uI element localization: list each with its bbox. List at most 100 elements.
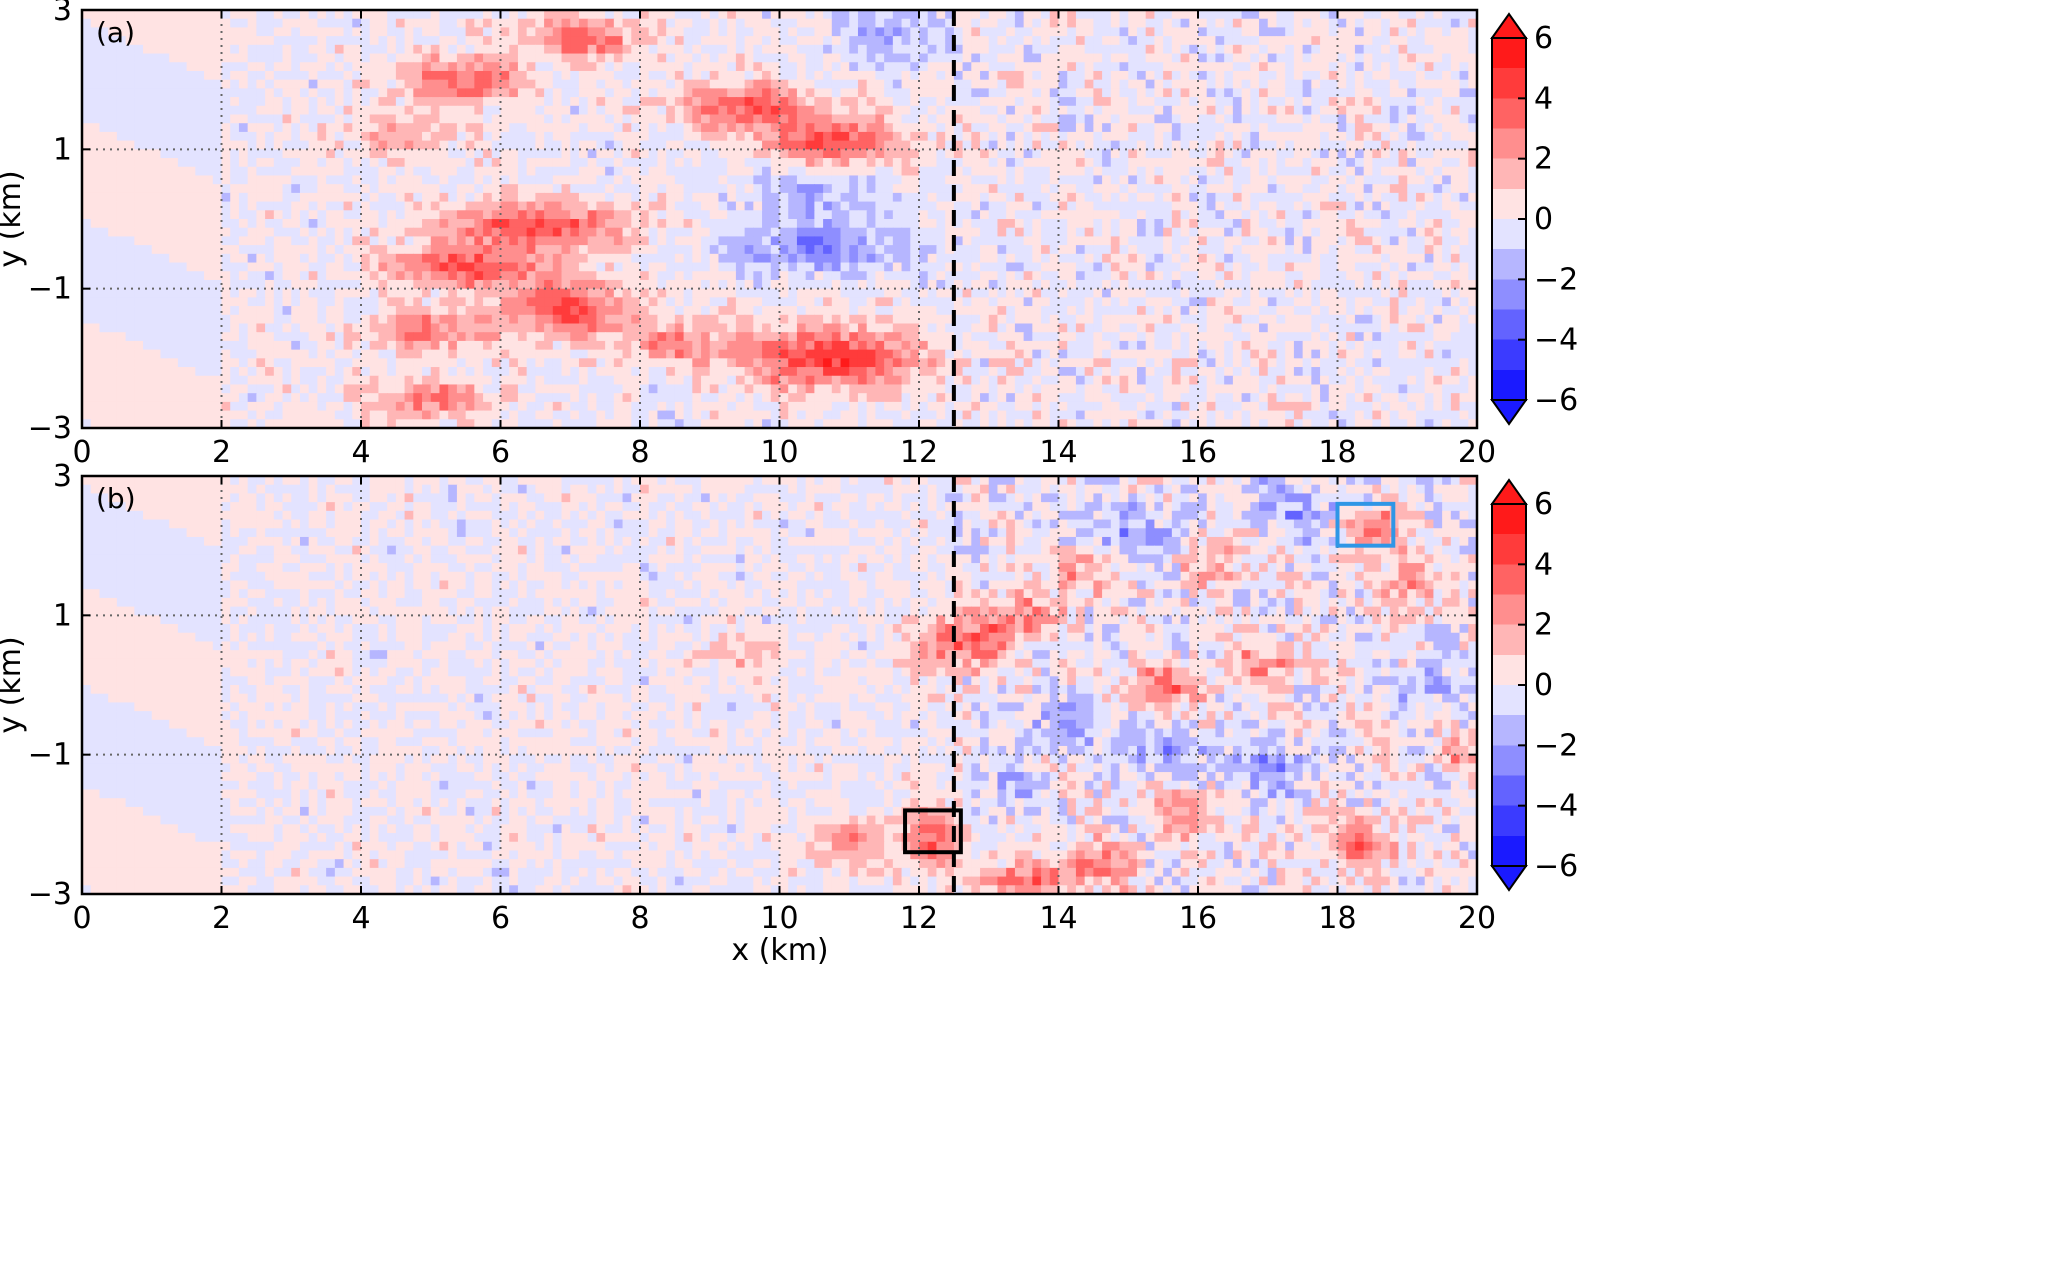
field-cell bbox=[90, 131, 101, 142]
field-cell bbox=[875, 105, 885, 116]
field-cell bbox=[134, 123, 144, 133]
field-cell bbox=[1206, 88, 1217, 98]
field-cell bbox=[884, 262, 894, 272]
field-cell bbox=[1163, 97, 1173, 107]
field-cell bbox=[1398, 105, 1408, 116]
field-cell bbox=[1128, 149, 1138, 159]
field-cell bbox=[1259, 262, 1269, 272]
field-cell bbox=[631, 79, 641, 89]
field-cell bbox=[744, 149, 754, 159]
field-cell bbox=[448, 271, 458, 281]
field-cell bbox=[640, 44, 650, 55]
field-cell bbox=[1285, 97, 1295, 107]
field-cell bbox=[265, 36, 275, 46]
field-cell bbox=[212, 210, 223, 220]
field-cell bbox=[1363, 105, 1373, 116]
field-cell bbox=[997, 123, 1007, 133]
field-cell bbox=[1075, 27, 1086, 37]
field-cell bbox=[334, 166, 345, 177]
field-cell bbox=[892, 140, 903, 150]
field-cell bbox=[230, 227, 240, 238]
field-cell bbox=[762, 36, 772, 46]
field-cell bbox=[291, 70, 301, 81]
field-cell bbox=[823, 131, 833, 142]
field-cell bbox=[326, 210, 336, 220]
field-cell bbox=[857, 97, 868, 107]
field-cell bbox=[212, 18, 223, 29]
field-cell bbox=[535, 192, 545, 203]
field-cell bbox=[631, 88, 641, 98]
field-cell bbox=[125, 184, 135, 194]
field-cell bbox=[317, 166, 327, 177]
field-cell bbox=[849, 253, 859, 264]
field-cell bbox=[238, 236, 249, 246]
field-cell bbox=[971, 131, 981, 142]
field-cell bbox=[945, 184, 955, 194]
field-cell bbox=[1110, 149, 1121, 159]
field-cell bbox=[1276, 262, 1286, 272]
field-cell bbox=[151, 18, 162, 29]
field-cell bbox=[587, 79, 598, 89]
field-cell bbox=[413, 227, 423, 238]
field-cell bbox=[1407, 271, 1417, 281]
field-cell bbox=[875, 271, 885, 281]
field-cell bbox=[1084, 210, 1094, 220]
field-cell bbox=[1215, 271, 1225, 281]
field-cell bbox=[814, 192, 824, 203]
field-cell bbox=[169, 262, 179, 272]
field-cell bbox=[282, 253, 292, 264]
field-cell bbox=[910, 44, 920, 55]
field-cell bbox=[735, 236, 746, 246]
field-cell bbox=[1267, 192, 1278, 203]
field-cell bbox=[448, 10, 458, 20]
field-cell bbox=[962, 219, 972, 229]
field-cell bbox=[1415, 158, 1426, 168]
field-cell bbox=[456, 131, 467, 142]
field-cell bbox=[910, 97, 920, 107]
field-cell bbox=[1189, 219, 1199, 229]
field-cell bbox=[823, 262, 833, 272]
field-cell bbox=[1006, 62, 1016, 72]
field-cell bbox=[1232, 114, 1243, 124]
field-cell bbox=[735, 227, 746, 238]
field-cell bbox=[343, 201, 353, 211]
field-cell bbox=[500, 166, 510, 177]
field-cell bbox=[238, 88, 249, 98]
field-cell bbox=[709, 44, 720, 55]
field-cell bbox=[247, 236, 257, 246]
field-cell bbox=[945, 123, 955, 133]
field-cell bbox=[212, 279, 223, 290]
field-cell bbox=[640, 79, 650, 89]
field-cell bbox=[866, 36, 877, 46]
field-cell bbox=[1163, 10, 1173, 20]
field-cell bbox=[735, 158, 746, 168]
field-cell bbox=[334, 53, 345, 63]
field-cell bbox=[1442, 192, 1452, 203]
field-cell bbox=[927, 18, 938, 29]
field-cell bbox=[1363, 245, 1373, 255]
field-cell bbox=[1163, 44, 1173, 55]
field-cell bbox=[1407, 18, 1417, 29]
field-cell bbox=[1450, 253, 1461, 264]
field-cell bbox=[256, 210, 266, 220]
field-cell bbox=[884, 62, 894, 72]
field-cell bbox=[596, 10, 606, 20]
field-cell bbox=[1267, 18, 1278, 29]
field-cell bbox=[1267, 88, 1278, 98]
field-cell bbox=[1163, 62, 1173, 72]
field-cell bbox=[552, 123, 563, 133]
field-cell bbox=[1354, 245, 1365, 255]
field-cell bbox=[613, 114, 624, 124]
field-cell bbox=[919, 44, 929, 55]
field-cell bbox=[108, 245, 118, 255]
field-cell bbox=[666, 131, 676, 142]
field-cell bbox=[1119, 158, 1129, 168]
field-cell bbox=[718, 158, 728, 168]
field-cell bbox=[535, 166, 545, 177]
field-cell bbox=[779, 44, 789, 55]
field-cell bbox=[361, 140, 371, 150]
field-cell bbox=[160, 271, 170, 281]
field-cell bbox=[866, 236, 877, 246]
field-cell bbox=[744, 140, 754, 150]
field-cell bbox=[971, 219, 981, 229]
